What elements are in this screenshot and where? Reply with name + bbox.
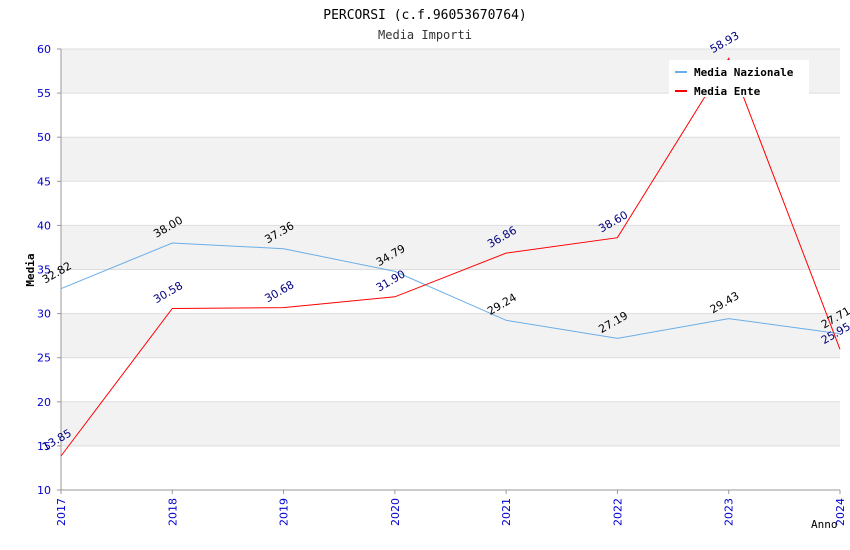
x-tick-label: 2020	[389, 498, 402, 526]
y-tick-label: 20	[37, 396, 51, 409]
y-axis-label: Media	[24, 253, 37, 286]
y-tick-label: 45	[37, 175, 51, 188]
grid-band	[61, 401, 840, 446]
y-tick-label: 25	[37, 352, 51, 365]
y-tick-label: 40	[37, 219, 51, 232]
y-tick-label: 10	[37, 484, 51, 497]
y-tick-label: 55	[37, 87, 51, 100]
x-tick-label: 2017	[55, 498, 68, 526]
legend: Media Nazionale Media Ente	[669, 60, 809, 98]
grid-band	[61, 137, 840, 182]
y-tick-label: 15	[37, 440, 51, 453]
x-tick-label: 2019	[278, 498, 291, 526]
y-tick-label: 30	[37, 308, 51, 321]
series-line-0	[60, 242, 841, 339]
x-tick-label: 2023	[723, 498, 736, 526]
chart-title: PERCORSI (c.f.96053670764)	[323, 8, 527, 23]
x-tick-labels: 2017 2018 2019 2020 2021 2022 2023 2024	[55, 498, 847, 526]
legend-label: Media Nazionale	[694, 66, 794, 79]
x-tick-label: 2024	[834, 498, 847, 526]
y-tick-label: 35	[37, 264, 51, 277]
grid-band	[61, 225, 840, 270]
x-axis-label: Anno	[811, 518, 838, 531]
x-tick-label: 2021	[500, 498, 513, 526]
chart-subtitle: Media Importi	[378, 28, 472, 42]
grid-band	[61, 313, 840, 358]
legend-label: Media Ente	[694, 85, 761, 98]
axes	[60, 49, 841, 494]
legend-box	[669, 60, 809, 97]
x-tick-label: 2022	[611, 498, 624, 526]
x-tick-label: 2018	[166, 498, 179, 526]
y-tick-label: 60	[37, 43, 51, 56]
y-tick-labels: 10 15 20 25 30 35 40 45 50 55 60	[37, 43, 51, 497]
y-tick-label: 50	[37, 131, 51, 144]
